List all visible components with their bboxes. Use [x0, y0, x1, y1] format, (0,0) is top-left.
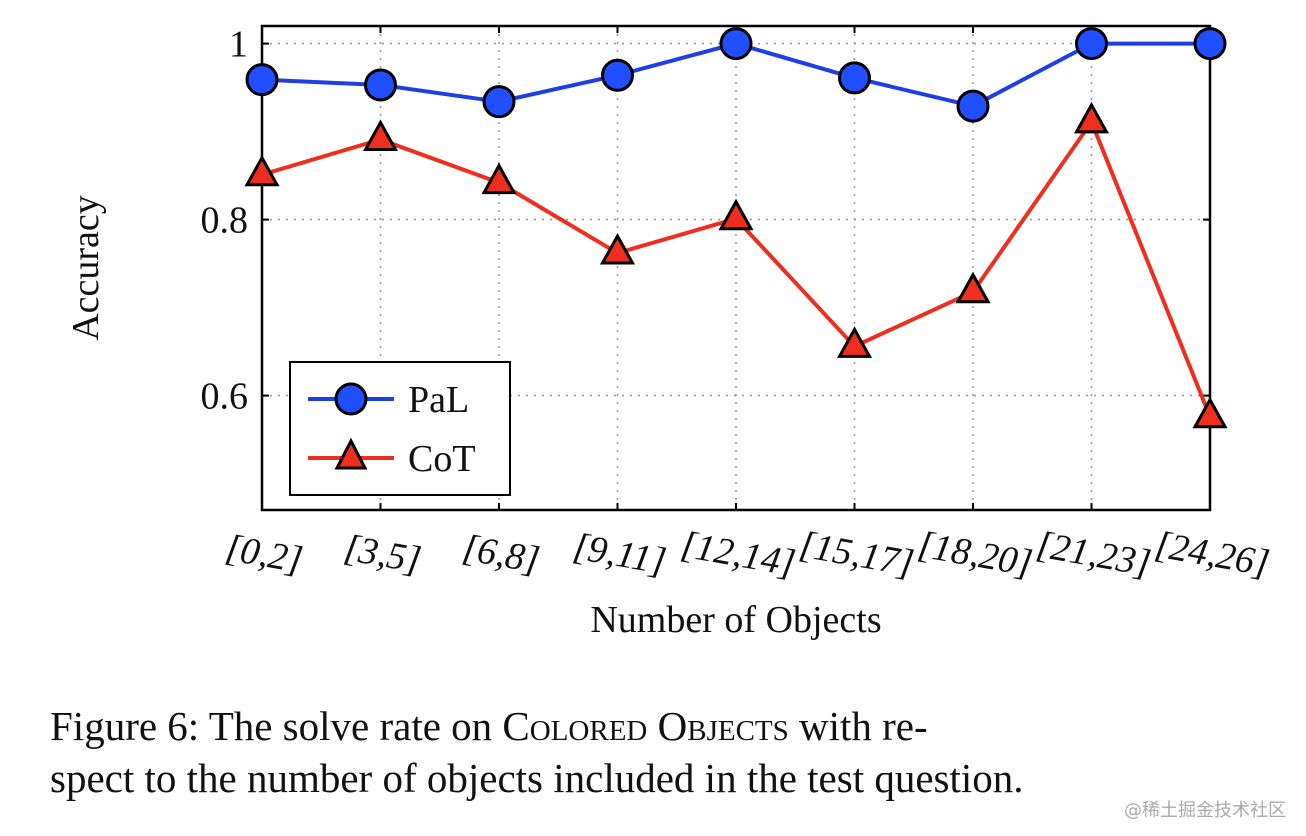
y-axis-label: Accuracy: [65, 195, 107, 341]
caption-suffix: with re-: [788, 703, 928, 749]
watermark: @稀土掘金技术社区: [1124, 800, 1286, 821]
x-tick-label: [18,20]: [915, 524, 1036, 585]
cot-point: [718, 198, 754, 231]
y-axis-ticks: 0.6 0.8 1: [201, 24, 1210, 418]
x-tick-label: [12,14]: [678, 524, 799, 585]
pal-point: [1193, 27, 1227, 61]
x-tick-label: [21,23]: [1033, 524, 1154, 585]
x-tick-label: [3,5]: [341, 527, 424, 582]
pal-point: [364, 68, 397, 102]
y-tick-label: 0.6: [201, 376, 249, 418]
caption-dataset-name: Colored Objects: [502, 703, 789, 749]
pal-point: [719, 27, 753, 61]
x-tick-label: [9,11]: [570, 525, 669, 583]
cot-point: [599, 232, 636, 265]
legend-pal-marker: [334, 382, 368, 416]
cot-point: [362, 119, 399, 152]
x-tick-label: [6,8]: [459, 527, 542, 582]
legend-pal-label: PaL: [408, 379, 469, 421]
x-axis-label: Number of Objects: [590, 599, 881, 641]
y-tick-label: 0.8: [201, 200, 249, 242]
pal-point: [482, 85, 516, 119]
legend-cot-marker: [334, 437, 368, 470]
caption-prefix: Figure 6: The solve rate on: [50, 703, 503, 749]
pal-point: [838, 61, 871, 95]
pal-point: [956, 89, 990, 123]
x-tick-label: [0,2]: [222, 527, 305, 582]
legend-box: [289, 361, 511, 496]
cot-point: [244, 154, 280, 187]
caption-line-2: spect to the number of objects included …: [50, 755, 1024, 801]
pal-point: [245, 63, 279, 97]
cot-point: [836, 326, 873, 358]
x-tick-label: [24,26]: [1152, 524, 1273, 585]
legend: PaL CoT: [289, 361, 511, 496]
y-tick-label: 1: [229, 24, 248, 66]
series-layer: [244, 27, 1228, 429]
pal-point: [1075, 27, 1108, 61]
cot-point: [955, 271, 991, 304]
cot-point: [1192, 396, 1228, 429]
legend-cot-label: CoT: [408, 438, 476, 480]
cot-point: [481, 162, 517, 195]
x-axis-ticks: [0,2] [3,5] [6,8] [9,11] [12,14][15,17][18,2…: [222, 26, 1272, 585]
x-tick-label: [15,17]: [796, 524, 917, 585]
pal-point: [601, 58, 634, 92]
figure-caption: Figure 6: The solve rate on Colored Obje…: [50, 700, 1250, 804]
cot-point: [1073, 101, 1110, 134]
accuracy-chart: 0.6 0.8 1 [0,2] [3,5] [6,8] [9,11] [12,14][15,…: [65, 24, 1272, 641]
